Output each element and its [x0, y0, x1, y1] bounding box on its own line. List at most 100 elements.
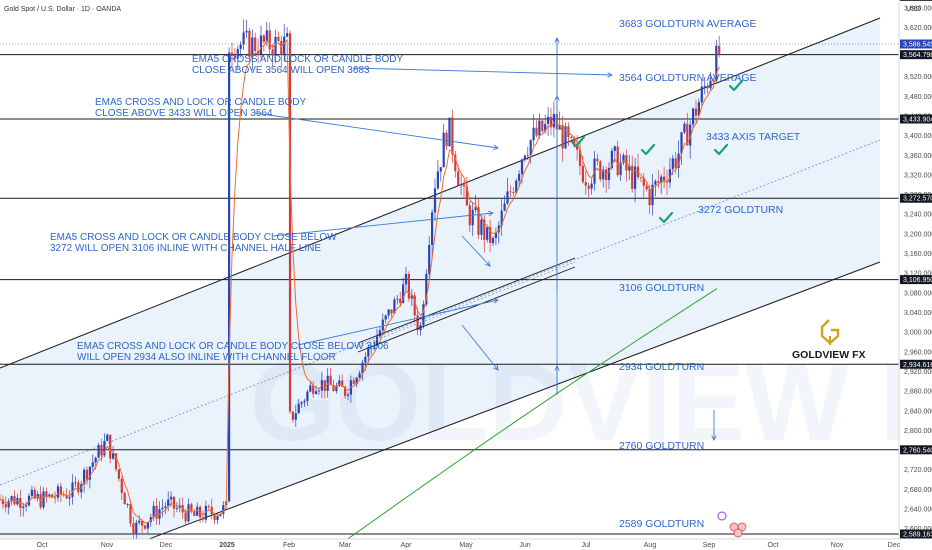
candle-body	[384, 315, 387, 320]
candle-body	[190, 504, 193, 512]
annotation-arrow-head	[554, 95, 560, 101]
candle-body	[74, 482, 77, 484]
long-moving-average-line	[344, 288, 718, 542]
candle-body	[599, 161, 602, 180]
candle-body	[126, 503, 129, 505]
candle-body	[329, 375, 332, 386]
annotation-2934-line1: EMA5 CROSS AND LOCK OR CANDLE BODY CLOSE…	[77, 341, 389, 352]
candle-body	[503, 203, 506, 211]
candle-body	[671, 158, 674, 170]
candle-body	[393, 299, 396, 314]
candle-body	[396, 298, 399, 300]
candle-body	[161, 507, 164, 510]
candle-body	[13, 496, 16, 505]
candle-body	[402, 284, 405, 303]
candle-body	[642, 177, 645, 186]
candle-body	[103, 440, 106, 456]
candle-body	[65, 494, 68, 499]
watermark-text: GOLDVIEW FX	[250, 341, 932, 464]
candle-body	[361, 362, 364, 374]
candle-body	[62, 494, 65, 496]
channel-lower-line	[119, 261, 881, 550]
price-axis-tick-label: 3,400.000	[904, 133, 932, 140]
price-axis-tick-label: 2,920.000	[904, 369, 932, 376]
candle-body	[59, 486, 62, 495]
price-axis-tick-label: 3,480.000	[904, 94, 932, 101]
candle-body	[7, 500, 10, 508]
candle-body	[259, 35, 263, 55]
price-tag-box	[900, 50, 932, 60]
candle-body	[129, 503, 132, 524]
annotation-3106-line1: EMA5 CROSS AND LOCK OR CANDLE BODY CLOSE…	[50, 232, 337, 243]
candle-body	[355, 377, 358, 384]
price-tag-label: 3,106.950	[903, 277, 932, 284]
price-axis-tick-label: 2,720.000	[904, 467, 932, 474]
candle-body	[410, 295, 413, 299]
candle-body	[297, 403, 300, 414]
level-labels: 3683 GOLDTURN AVERAGE 3564 GOLDTURN AVER…	[619, 18, 801, 530]
annotation-3683-line2: CLOSE ABOVE 3564 WILL OPEN 3683	[192, 65, 370, 76]
candle-body	[135, 522, 138, 535]
price-tag-label: 2,589.163	[903, 532, 932, 539]
time-axis-tick-label: Oct	[37, 542, 48, 549]
candle-body	[30, 489, 33, 496]
candle-body	[578, 149, 582, 166]
time-axis-tick-label: Dec	[160, 542, 173, 549]
check-mark-icon	[640, 143, 656, 156]
candle-body	[265, 30, 268, 42]
level-label-3683: 3683 GOLDTURN AVERAGE	[619, 18, 757, 30]
candle-body	[547, 116, 550, 124]
candle-body	[196, 506, 199, 516]
candle-body	[315, 391, 318, 394]
candle-body	[1, 499, 4, 505]
candle-body	[474, 207, 477, 210]
candle-body	[4, 504, 7, 508]
time-axis-tick-label: Jun	[519, 542, 530, 549]
candle-body	[184, 512, 187, 522]
check-mark-icon	[713, 143, 729, 156]
candle-body	[425, 273, 428, 305]
check-marks	[570, 79, 744, 224]
candle-body	[335, 385, 338, 392]
candle-body	[230, 52, 234, 56]
annotation-2934-line2: WILL OPEN 2934 ALSO INLINE WITH CHANNEL …	[77, 352, 336, 363]
candle-body	[657, 181, 660, 183]
channel-upper-line	[0, 17, 881, 369]
candle-body	[683, 123, 686, 133]
candle-body	[561, 125, 564, 149]
chart-symbol-title: Gold Spot / U.S. Dollar · 1D · OANDA	[4, 6, 121, 13]
check-mark-icon	[570, 135, 586, 148]
candle-body	[291, 411, 294, 420]
annotation-3564-line1: EMA5 CROSS AND LOCK OR CANDLE BODY	[95, 97, 306, 108]
candle-body	[167, 499, 170, 507]
candle-body	[280, 40, 283, 56]
candle-body	[677, 153, 680, 168]
candle-body	[628, 165, 631, 171]
candle-body	[619, 162, 622, 176]
candle-body	[648, 189, 651, 206]
candle-body	[439, 167, 442, 172]
candle-body	[155, 505, 158, 519]
candle-body	[193, 511, 196, 516]
candle-body	[448, 117, 451, 147]
candle-body	[187, 504, 190, 522]
candle-body	[520, 159, 524, 174]
candle-body	[497, 225, 500, 233]
candle-body	[152, 505, 155, 518]
candle-body	[433, 188, 437, 213]
annotation-arrow-head	[493, 365, 499, 371]
mini-channel-lower	[357, 266, 576, 353]
candle-body	[146, 522, 149, 529]
candle-body	[622, 155, 625, 163]
price-axis-tick-label: 3,040.000	[904, 310, 932, 317]
price-axis-tick-label: 2,800.000	[904, 428, 932, 435]
candle-body	[416, 315, 419, 331]
candle-body	[535, 127, 538, 136]
price-tag-box	[900, 275, 932, 285]
candle-body	[112, 453, 115, 459]
candle-body	[51, 494, 54, 498]
candle-body	[523, 155, 526, 160]
candle-body	[549, 116, 553, 128]
candle-body	[436, 171, 439, 189]
